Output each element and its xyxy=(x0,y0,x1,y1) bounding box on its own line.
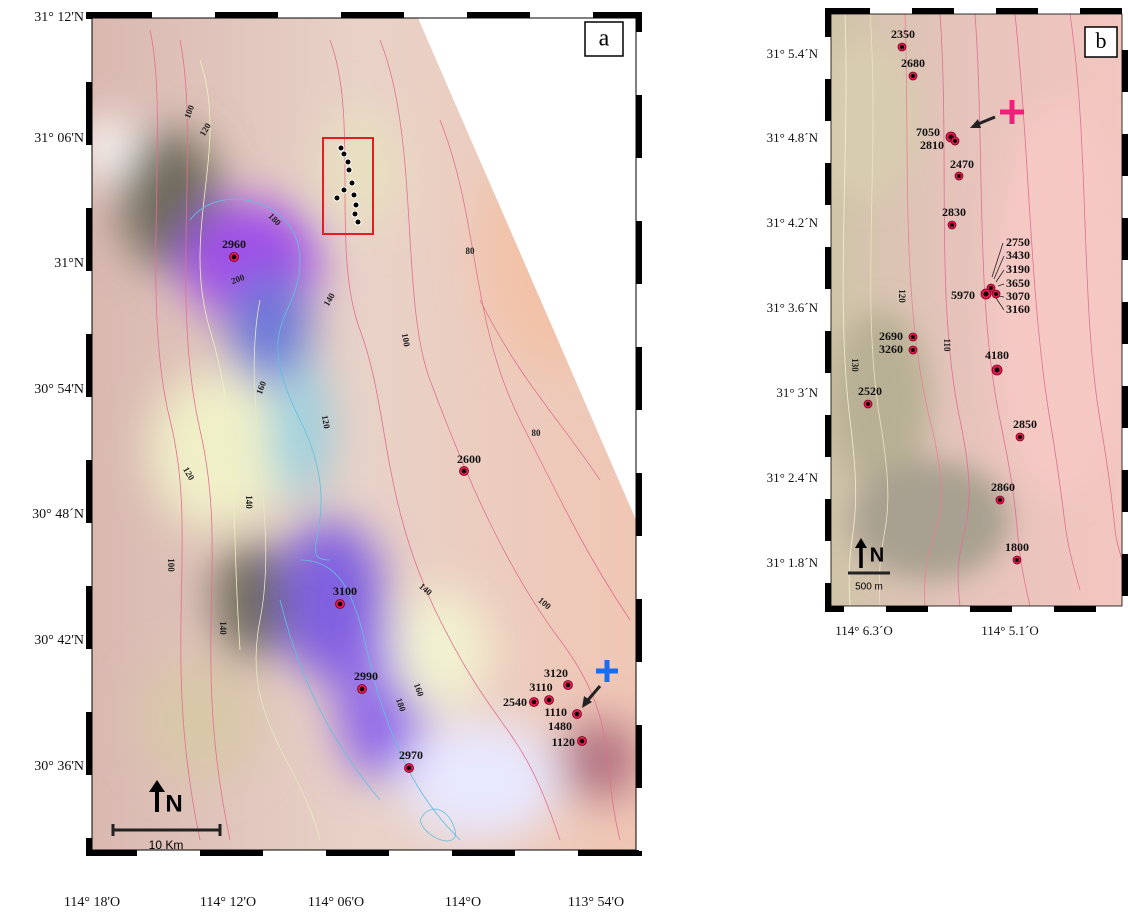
site-marker-core xyxy=(338,602,343,607)
scale-label: 10 Km xyxy=(149,838,184,852)
site-label: 3100 xyxy=(333,584,357,598)
longitude-label: 114° 5.1´O xyxy=(981,623,1038,638)
latitude-label: 30° 48´N xyxy=(32,507,84,522)
site-label: 4180 xyxy=(985,348,1009,362)
site-marker-core xyxy=(989,286,993,290)
site-marker-core xyxy=(232,255,237,260)
site-label: 3650 xyxy=(1006,276,1030,290)
site-marker-core xyxy=(994,292,998,296)
site-marker-core xyxy=(580,739,585,744)
latitude-label: 31° 4.8´N xyxy=(767,130,819,145)
site-marker-core xyxy=(911,74,915,78)
north-label: N xyxy=(870,544,884,566)
site-marker-core xyxy=(950,223,954,227)
latitude-label: 31° 1.8´N xyxy=(767,555,819,570)
site-marker-core xyxy=(995,368,1000,373)
site-label: 7050 xyxy=(916,125,940,139)
site-label: 2470 xyxy=(950,157,974,171)
site-marker-core xyxy=(911,335,915,339)
site-label: 1120 xyxy=(552,735,575,749)
site-label: 3430 xyxy=(1006,248,1030,262)
contour-label: 140 xyxy=(218,621,228,635)
panel-label: a xyxy=(599,26,610,52)
latitude-label: 31° 2.4´N xyxy=(767,470,819,485)
site-label: 3070 xyxy=(1006,289,1030,303)
site-label: 2680 xyxy=(901,56,925,70)
latitude-label: 30° 42'N xyxy=(34,633,84,648)
latitude-label: 31° 06'N xyxy=(34,131,84,146)
site-marker-core xyxy=(407,766,412,771)
site-label: 2520 xyxy=(858,384,882,398)
latitude-label: 31°N xyxy=(54,256,84,271)
site-label: 2850 xyxy=(1013,417,1037,431)
latitude-label: 31° 3.6´N xyxy=(767,300,819,315)
contour-label: 80 xyxy=(532,428,542,438)
longitude-label: 113° 54'O xyxy=(568,895,624,910)
site-label: 2690 xyxy=(879,329,903,343)
site-marker-core xyxy=(984,292,989,297)
longitude-label: 114° 18'O xyxy=(64,895,120,910)
contour-label: 100 xyxy=(166,558,176,572)
latitude-label: 31° 4.2´N xyxy=(767,215,819,230)
latitude-label: 30° 54'N xyxy=(34,382,84,397)
site-label: 3120 xyxy=(544,666,568,680)
site-label: 3190 xyxy=(1006,262,1030,276)
site-marker-core xyxy=(1015,558,1019,562)
site-marker-core xyxy=(998,498,1002,502)
site-marker-core xyxy=(900,45,904,49)
site-marker-core xyxy=(360,687,365,692)
site-label: 2860 xyxy=(991,480,1015,494)
contour-label: 110 xyxy=(942,338,952,352)
site-label: 3110 xyxy=(529,680,552,694)
site-label: 2600 xyxy=(457,452,481,466)
longitude-label: 114° 12'O xyxy=(200,895,256,910)
panel-b-relief xyxy=(820,14,1128,606)
longitude-label: 114° 06'O xyxy=(308,895,364,910)
site-label: 2970 xyxy=(399,748,423,762)
longitude-label: 114° 6.3´O xyxy=(835,623,892,638)
contour-label: 80 xyxy=(466,246,476,256)
site-marker-core xyxy=(575,712,580,717)
latitude-label: 30° 36'N xyxy=(34,759,84,774)
site-marker-core xyxy=(957,174,961,178)
site-label: 2990 xyxy=(354,669,378,683)
site-marker-core xyxy=(866,402,870,406)
site-marker-core xyxy=(953,139,957,143)
site-marker-core xyxy=(462,469,467,474)
site-label: 2810 xyxy=(920,138,944,152)
site-label: 3260 xyxy=(879,342,903,356)
latitude-label: 31° 3´N xyxy=(776,385,818,400)
site-label: 1110 xyxy=(544,705,567,719)
site-label: 2750 xyxy=(1006,235,1030,249)
site-marker-core xyxy=(911,348,915,352)
site-label: 2350 xyxy=(891,27,915,41)
latitude-label: 31° 5.4´N xyxy=(767,46,819,61)
map-figure: a N 10 Km b xyxy=(0,0,1128,916)
contour-label: 120 xyxy=(897,289,907,303)
site-label: 5970 xyxy=(951,288,975,302)
latitude-label: 31° 12'N xyxy=(34,10,84,25)
site-label: 1480 xyxy=(548,719,572,733)
site-label: 1800 xyxy=(1005,540,1029,554)
site-label: 2960 xyxy=(222,237,246,251)
contour-label: 140 xyxy=(244,495,254,509)
site-marker-core xyxy=(1018,435,1022,439)
site-marker-core xyxy=(566,683,571,688)
site-marker-core xyxy=(532,700,537,705)
site-marker-core xyxy=(547,698,552,703)
contour-label: 130 xyxy=(850,358,860,372)
north-label: N xyxy=(165,790,182,817)
site-label: 2830 xyxy=(942,205,966,219)
longitude-label: 114°O xyxy=(445,895,481,910)
scale-label: 500 m xyxy=(855,582,883,593)
panel-label: b xyxy=(1096,28,1107,53)
site-label: 2540 xyxy=(503,695,527,709)
site-label: 3160 xyxy=(1006,302,1030,316)
